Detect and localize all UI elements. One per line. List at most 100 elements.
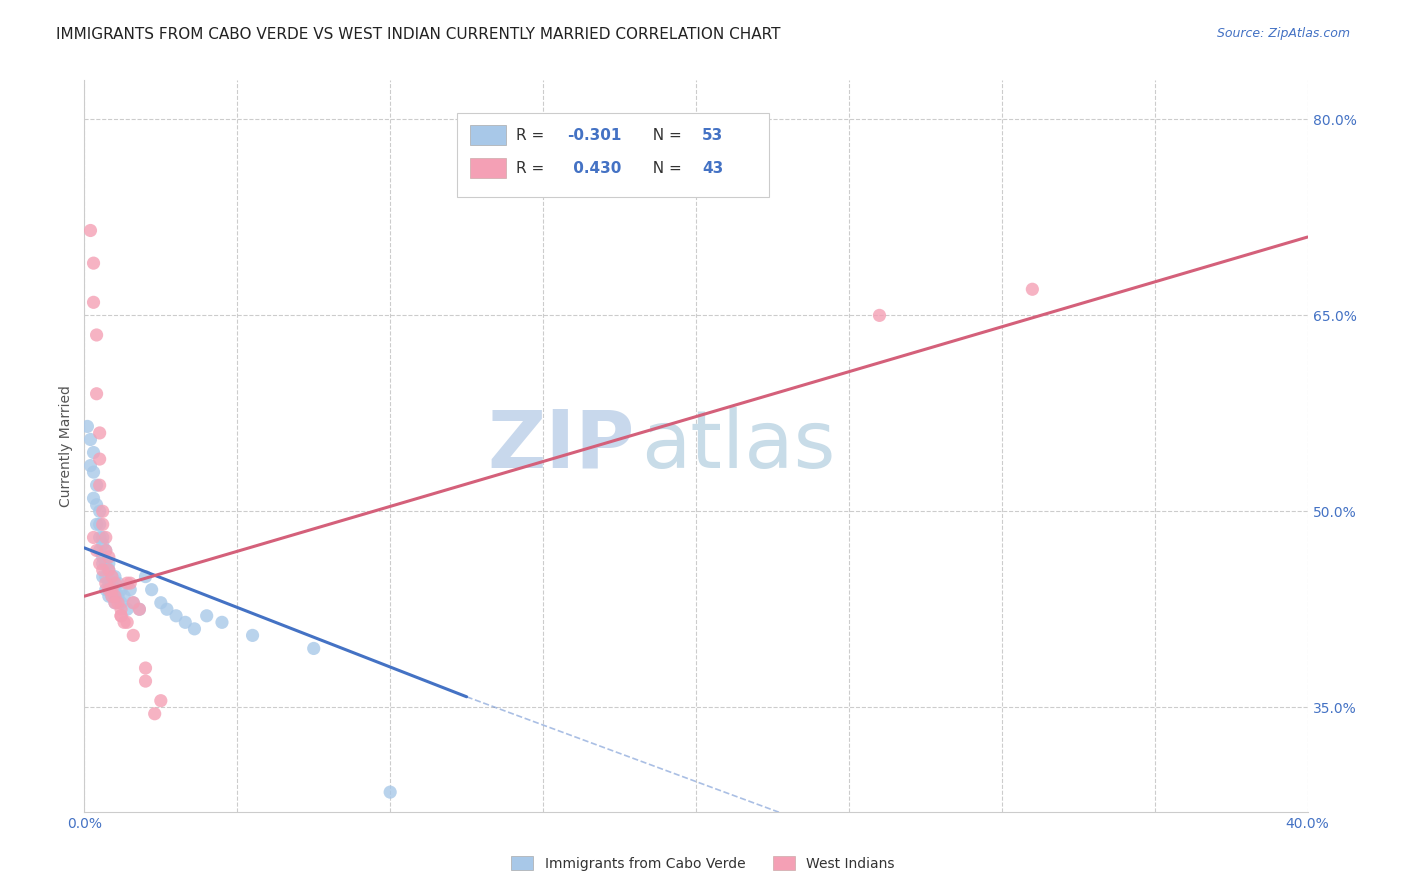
Point: [89, 425, 111, 440]
Point: [91, 563, 114, 577]
Point: [122, 596, 145, 610]
Point: [101, 569, 124, 583]
Point: [89, 543, 111, 558]
Point: [97, 563, 120, 577]
Point: [89, 478, 111, 492]
Text: IMMIGRANTS FROM CABO VERDE VS WEST INDIAN CURRENTLY MARRIED CORRELATION CHART: IMMIGRANTS FROM CABO VERDE VS WEST INDIA…: [56, 27, 780, 42]
Bar: [470, 125, 506, 145]
Point: [110, 608, 132, 623]
Point: [104, 576, 127, 591]
Text: Source: ZipAtlas.com: Source: ZipAtlas.com: [1216, 27, 1350, 40]
Point: [97, 549, 120, 564]
Point: [86, 478, 108, 492]
Point: [120, 576, 142, 591]
Point: [183, 622, 205, 636]
Point: [94, 543, 117, 558]
Point: [115, 576, 138, 591]
Text: 0.430: 0.430: [568, 161, 621, 176]
Point: [101, 576, 124, 591]
Point: [91, 549, 114, 564]
Point: [104, 569, 127, 583]
Text: N =: N =: [644, 128, 688, 143]
Point: [112, 589, 135, 603]
Point: [143, 706, 166, 721]
Point: [83, 530, 105, 544]
Point: [135, 674, 157, 689]
Point: [83, 256, 105, 270]
Point: [101, 569, 124, 583]
Point: [86, 328, 108, 343]
Point: [110, 596, 132, 610]
Point: [149, 694, 172, 708]
Point: [79, 433, 101, 447]
Point: [86, 498, 108, 512]
Point: [107, 589, 129, 603]
Point: [380, 785, 402, 799]
Point: [91, 569, 114, 583]
Point: [94, 543, 117, 558]
Point: [112, 615, 135, 630]
Point: [110, 602, 132, 616]
Point: [869, 309, 891, 323]
Point: [91, 530, 114, 544]
Point: [97, 589, 120, 603]
Point: [97, 563, 120, 577]
FancyBboxPatch shape: [457, 113, 769, 197]
Point: [101, 582, 124, 597]
Point: [110, 582, 132, 597]
Point: [83, 445, 105, 459]
Point: [101, 589, 124, 603]
Point: [211, 615, 233, 630]
Point: [302, 641, 325, 656]
Point: [128, 602, 150, 616]
Point: [107, 596, 129, 610]
Text: R =: R =: [516, 161, 550, 176]
Point: [156, 602, 179, 616]
Point: [174, 615, 197, 630]
Point: [91, 517, 114, 532]
Point: [91, 537, 114, 551]
Point: [122, 628, 145, 642]
Point: [89, 504, 111, 518]
Point: [120, 582, 142, 597]
Point: [97, 576, 120, 591]
Point: [76, 419, 98, 434]
Point: [165, 608, 187, 623]
Point: [242, 628, 264, 642]
Point: [110, 608, 132, 623]
Legend: Immigrants from Cabo Verde, West Indians: Immigrants from Cabo Verde, West Indians: [506, 850, 900, 876]
Point: [79, 458, 101, 473]
Point: [115, 602, 138, 616]
Text: -0.301: -0.301: [568, 128, 621, 143]
Point: [104, 596, 127, 610]
Text: ZIP: ZIP: [488, 407, 636, 485]
Y-axis label: Currently Married: Currently Married: [59, 385, 73, 507]
Point: [89, 530, 111, 544]
Point: [83, 491, 105, 506]
Point: [94, 557, 117, 571]
Point: [89, 557, 111, 571]
Point: [89, 517, 111, 532]
Point: [104, 589, 127, 603]
Point: [94, 582, 117, 597]
Text: N =: N =: [644, 161, 688, 176]
Point: [115, 615, 138, 630]
Point: [195, 608, 218, 623]
Point: [91, 504, 114, 518]
Text: 53: 53: [702, 128, 723, 143]
Point: [94, 569, 117, 583]
Point: [89, 452, 111, 467]
Text: atlas: atlas: [641, 407, 835, 485]
Point: [141, 582, 163, 597]
Point: [97, 582, 120, 597]
Point: [1021, 282, 1043, 296]
Point: [101, 589, 124, 603]
Point: [83, 295, 105, 310]
Point: [122, 596, 145, 610]
Point: [104, 582, 127, 597]
Bar: [470, 158, 506, 178]
Point: [135, 569, 157, 583]
Text: R =: R =: [516, 128, 550, 143]
Point: [104, 596, 127, 610]
Point: [86, 386, 108, 401]
